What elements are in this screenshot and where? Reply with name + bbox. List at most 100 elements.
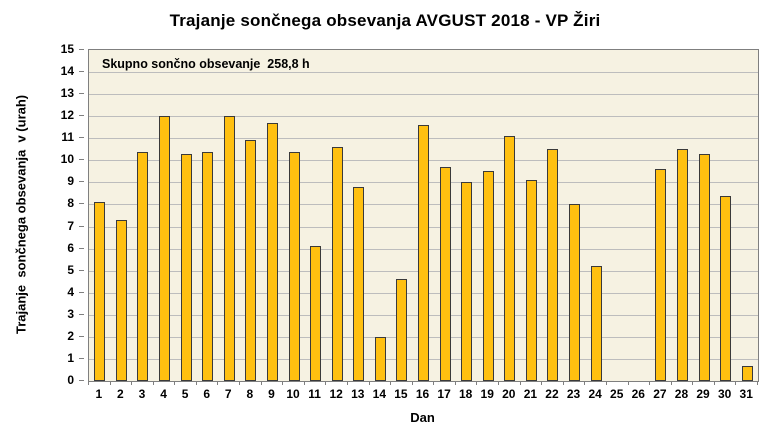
gridline-12 [89, 116, 758, 118]
bar-day-28 [676, 149, 688, 381]
bar-day-30 [720, 196, 732, 381]
x-tick-mark-12 [346, 381, 348, 385]
y-tick-mark-3 [79, 313, 84, 315]
gridline-13 [89, 94, 758, 96]
x-tick-mark-23 [584, 381, 586, 385]
y-tick-mark-8 [79, 203, 84, 205]
x-tick-mark-20 [519, 381, 521, 385]
y-tick-mark-4 [79, 291, 84, 293]
x-tick-label-5: 5 [181, 387, 189, 401]
y-tick-mark-5 [79, 269, 84, 271]
bar-day-7 [223, 116, 235, 381]
x-tick-mark-0 [88, 381, 89, 385]
y-tick-mark-13 [79, 93, 84, 95]
x-tick-mark-16 [433, 381, 435, 385]
x-tick-label-17: 17 [437, 387, 451, 401]
x-tick-mark-17 [454, 381, 456, 385]
x-tick-mark-28 [692, 381, 694, 385]
gridline-14 [89, 72, 758, 74]
y-tick-mark-0 [79, 380, 84, 381]
bar-day-17 [439, 167, 451, 381]
bar-day-6 [202, 152, 214, 381]
x-tick-mark-14 [390, 381, 392, 385]
y-tick-label-13: 13 [60, 86, 74, 101]
x-tick-label-25: 25 [610, 387, 624, 401]
x-tick-label-21: 21 [523, 387, 538, 401]
bar-day-24 [590, 266, 602, 381]
x-tick-label-28: 28 [674, 387, 689, 401]
x-tick-label-7: 7 [224, 387, 232, 401]
x-axis-tick-marks [88, 381, 758, 386]
x-tick-label-1: 1 [95, 387, 103, 401]
x-tick-mark-2 [131, 381, 133, 385]
x-tick-mark-8 [260, 381, 262, 385]
x-tick-mark-21 [541, 381, 543, 385]
bar-day-22 [547, 149, 559, 381]
x-tick-mark-30 [735, 381, 737, 385]
y-tick-label-7: 7 [67, 218, 74, 233]
x-tick-mark-11 [325, 381, 327, 385]
bar-day-29 [698, 154, 710, 381]
bar-day-27 [655, 169, 667, 381]
x-tick-label-3: 3 [138, 387, 146, 401]
x-tick-mark-25 [627, 381, 629, 385]
y-tick-label-1: 1 [67, 350, 74, 365]
x-tick-mark-24 [605, 381, 607, 385]
total-sunshine-annotation: Skupno sončno obsevanje 258,8 h [102, 57, 310, 71]
y-axis-tick-labels: 0 1 2 3 4 5 6 7 8 9 10 11 12 13 14 15 [0, 42, 84, 387]
x-tick-label-12: 12 [329, 387, 343, 401]
x-tick-label-20: 20 [502, 387, 516, 401]
y-tick-mark-11 [79, 137, 84, 139]
y-tick-mark-12 [79, 115, 84, 117]
bar-day-4 [159, 116, 171, 381]
x-tick-label-16: 16 [415, 387, 430, 401]
x-tick-mark-5 [195, 381, 197, 385]
y-tick-mark-15 [79, 49, 84, 50]
y-tick-label-8: 8 [67, 196, 74, 211]
x-tick-label-4: 4 [160, 387, 167, 401]
bar-day-10 [288, 152, 300, 381]
x-tick-mark-1 [109, 381, 111, 385]
y-tick-label-10: 10 [60, 152, 74, 167]
x-tick-mark-19 [498, 381, 500, 385]
x-tick-label-8: 8 [246, 387, 254, 401]
x-tick-mark-9 [282, 381, 284, 385]
x-tick-mark-15 [411, 381, 413, 385]
x-tick-label-13: 13 [351, 387, 365, 401]
y-tick-mark-6 [79, 247, 84, 249]
x-tick-label-27: 27 [653, 387, 667, 401]
bar-day-19 [482, 171, 494, 381]
x-tick-label-11: 11 [308, 387, 321, 401]
x-tick-label-18: 18 [458, 387, 473, 401]
x-tick-label-29: 29 [696, 387, 710, 401]
bar-day-11 [310, 246, 322, 381]
y-tick-label-6: 6 [67, 240, 74, 255]
bar-day-1 [94, 202, 106, 381]
y-tick-label-3: 3 [67, 306, 74, 321]
x-tick-label-6: 6 [203, 387, 211, 401]
x-axis-title: Dan [410, 410, 435, 425]
x-tick-label-22: 22 [545, 387, 559, 401]
x-tick-mark-4 [174, 381, 176, 385]
plot-area: Skupno sončno obsevanje 258,8 h [88, 49, 759, 382]
y-tick-label-4: 4 [67, 284, 74, 299]
y-tick-label-15: 15 [60, 42, 74, 56]
x-tick-label-10: 10 [286, 387, 300, 401]
x-tick-mark-7 [239, 381, 241, 385]
x-tick-mark-29 [713, 381, 715, 385]
bar-day-2 [115, 220, 127, 381]
bar-day-3 [137, 152, 149, 381]
y-tick-label-12: 12 [60, 108, 74, 123]
y-tick-label-2: 2 [67, 328, 74, 343]
y-tick-label-9: 9 [67, 174, 74, 189]
y-tick-mark-1 [79, 357, 84, 359]
bar-day-9 [266, 123, 278, 381]
y-tick-mark-10 [79, 159, 84, 161]
bar-day-20 [504, 136, 516, 381]
x-tick-mark-6 [217, 381, 219, 385]
bar-day-8 [245, 140, 257, 381]
bar-day-14 [374, 337, 386, 381]
y-tick-label-5: 5 [67, 262, 74, 277]
y-tick-mark-7 [79, 225, 84, 227]
chart-title: Trajanje sončnega obsevanja AVGUST 2018 … [169, 11, 601, 30]
